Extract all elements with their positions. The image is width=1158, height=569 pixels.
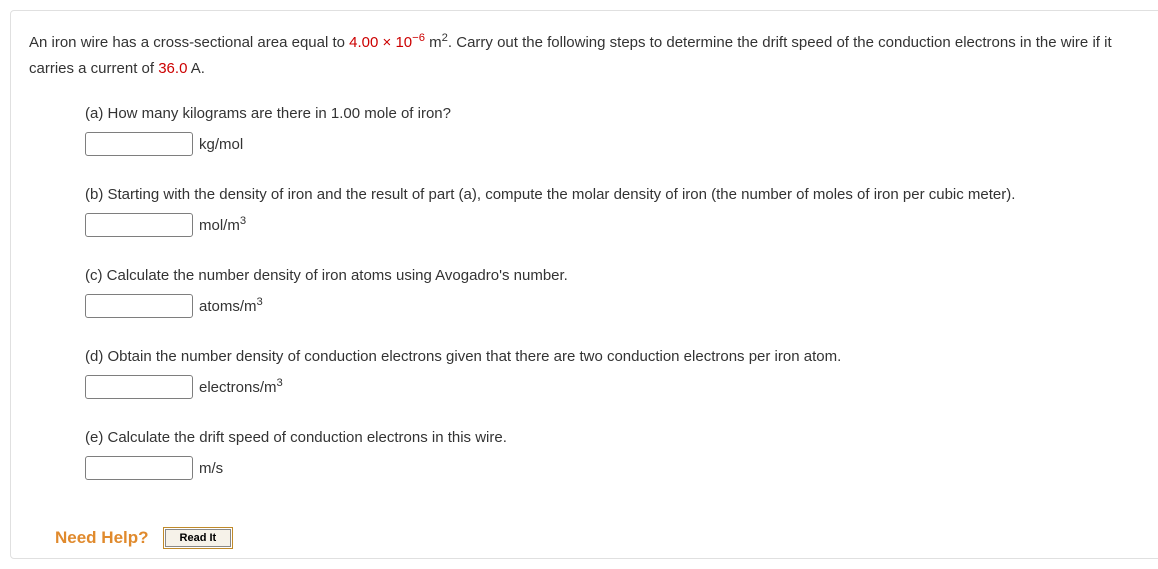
intro-value-1: 4.00 × 10−6 xyxy=(349,34,425,51)
part-e-unit-base: m/s xyxy=(199,460,223,477)
part-e-input[interactable] xyxy=(85,456,193,480)
part-e: (e) Calculate the drift speed of conduct… xyxy=(85,427,1147,480)
part-e-prompt: (e) Calculate the drift speed of conduct… xyxy=(85,427,1147,450)
part-d-unit-sup: 3 xyxy=(277,377,283,389)
part-a: (a) How many kilograms are there in 1.00… xyxy=(85,103,1147,156)
need-help-label: Need Help? xyxy=(55,528,149,548)
intro-text-1: An iron wire has a cross-sectional area … xyxy=(29,34,349,51)
part-b-unit-base: mol/m xyxy=(199,217,240,234)
intro-value-2: 36.0 xyxy=(158,60,187,77)
part-c-prompt: (c) Calculate the number density of iron… xyxy=(85,265,1147,288)
part-b-unit: mol/m3 xyxy=(199,213,246,238)
part-c-answer-line: atoms/m3 xyxy=(85,294,1147,319)
part-a-prompt: (a) How many kilograms are there in 1.00… xyxy=(85,103,1147,126)
part-d-unit-base: electrons/m xyxy=(199,379,277,396)
intro-text-3: A. xyxy=(187,60,205,77)
part-a-unit: kg/mol xyxy=(199,132,243,157)
part-c-unit-base: atoms/m xyxy=(199,298,257,315)
part-b: (b) Starting with the density of iron an… xyxy=(85,184,1147,237)
part-e-answer-line: m/s xyxy=(85,456,1147,481)
part-c-input[interactable] xyxy=(85,294,193,318)
part-b-unit-sup: 3 xyxy=(240,215,246,227)
part-b-answer-line: mol/m3 xyxy=(85,213,1147,238)
part-e-unit: m/s xyxy=(199,456,223,481)
parts-wrapper: (a) How many kilograms are there in 1.00… xyxy=(85,103,1147,480)
part-b-input[interactable] xyxy=(85,213,193,237)
intro-unit-1: m2 xyxy=(425,34,448,51)
read-it-button[interactable]: Read It xyxy=(165,529,232,547)
part-c: (c) Calculate the number density of iron… xyxy=(85,265,1147,318)
part-a-answer-line: kg/mol xyxy=(85,132,1147,157)
question-container: An iron wire has a cross-sectional area … xyxy=(10,10,1158,559)
value1-base: 4.00 × 10 xyxy=(349,34,412,51)
part-d-answer-line: electrons/m3 xyxy=(85,375,1147,400)
part-d-input[interactable] xyxy=(85,375,193,399)
help-row: Need Help? Read It xyxy=(55,528,231,548)
part-c-unit-sup: 3 xyxy=(257,296,263,308)
part-d: (d) Obtain the number density of conduct… xyxy=(85,346,1147,399)
problem-intro: An iron wire has a cross-sectional area … xyxy=(29,29,1147,81)
part-d-prompt: (d) Obtain the number density of conduct… xyxy=(85,346,1147,369)
part-b-prompt: (b) Starting with the density of iron an… xyxy=(85,184,1147,207)
part-a-unit-base: kg/mol xyxy=(199,136,243,153)
part-a-input[interactable] xyxy=(85,132,193,156)
part-c-unit: atoms/m3 xyxy=(199,294,263,319)
value1-exp: −6 xyxy=(412,32,425,44)
unit1-base: m xyxy=(425,34,442,51)
part-d-unit: electrons/m3 xyxy=(199,375,283,400)
